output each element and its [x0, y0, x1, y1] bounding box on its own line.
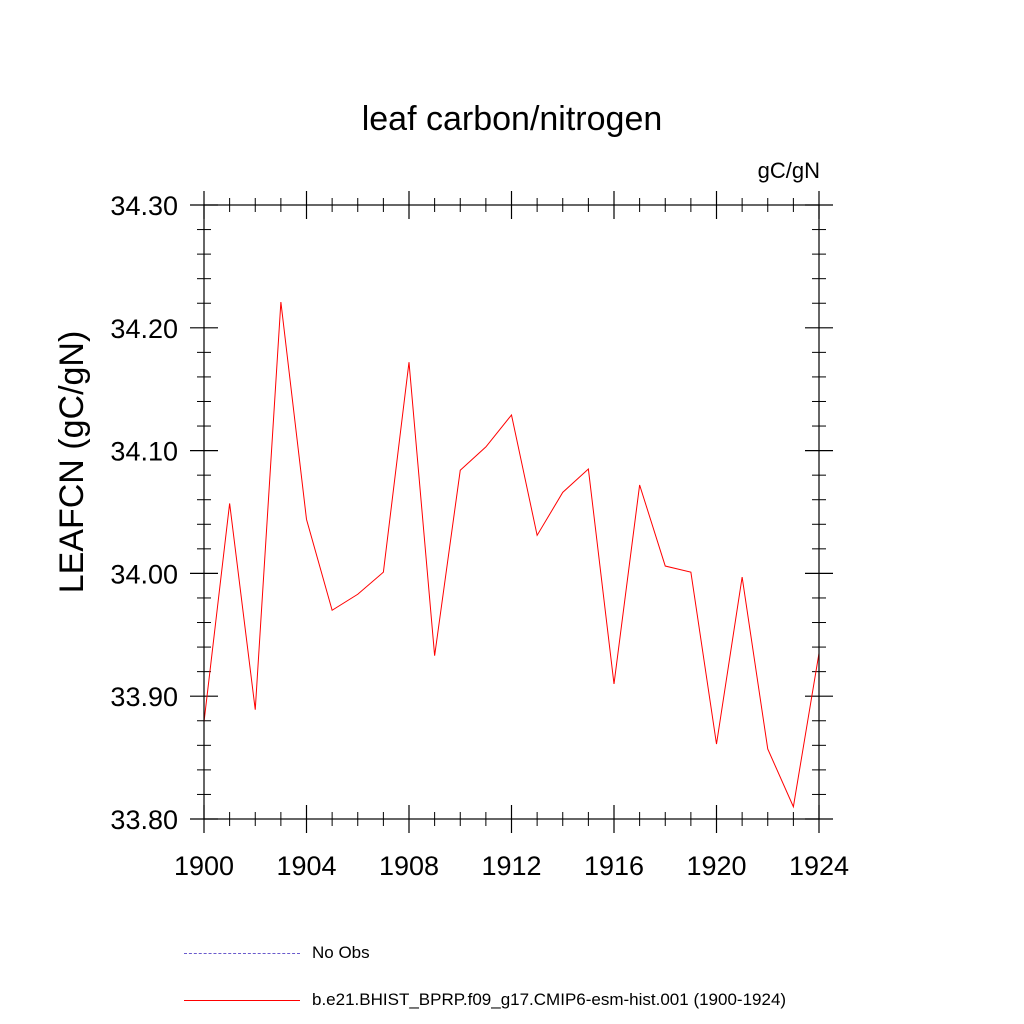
x-tick-label: 1904 — [276, 851, 336, 881]
x-tick-label: 1916 — [584, 851, 644, 881]
y-tick-label: 34.30 — [110, 191, 178, 221]
y-tick-label: 34.20 — [110, 314, 178, 344]
series-line — [203, 301, 820, 809]
x-tick-label: 1912 — [481, 851, 541, 881]
y-tick-label: 33.90 — [110, 682, 178, 712]
minor-ticks — [197, 198, 826, 826]
series-layer — [203, 301, 820, 809]
y-tick-label: 34.00 — [110, 559, 178, 589]
units-label: gC/gN — [757, 158, 820, 183]
x-tick-label: 1908 — [379, 851, 439, 881]
x-tick-label: 1900 — [174, 851, 234, 881]
chart-title: leaf carbon/nitrogen — [361, 100, 663, 138]
major-ticks — [190, 191, 833, 833]
x-tick-label: 1924 — [789, 851, 849, 881]
x-tick-labels: 1900 1904 1908 1912 1916 1920 1924 — [174, 851, 849, 881]
y-tick-label: 34.10 — [110, 437, 178, 467]
y-tick-labels: 33.80 33.90 34.00 34.10 34.20 34.30 — [110, 191, 178, 835]
y-axis-label: LEAFCN (gC/gN) — [53, 331, 91, 594]
plot-frame — [203, 204, 820, 820]
legend-label: No Obs — [312, 943, 370, 962]
legend-swatch-solid — [184, 1000, 300, 1001]
legend-swatch-dashed — [184, 953, 300, 954]
x-tick-label: 1920 — [686, 851, 746, 881]
legend-label: b.e21.BHIST_BPRP.f09_g17.CMIP6-esm-hist.… — [312, 990, 787, 1009]
y-tick-label: 33.80 — [110, 805, 178, 835]
